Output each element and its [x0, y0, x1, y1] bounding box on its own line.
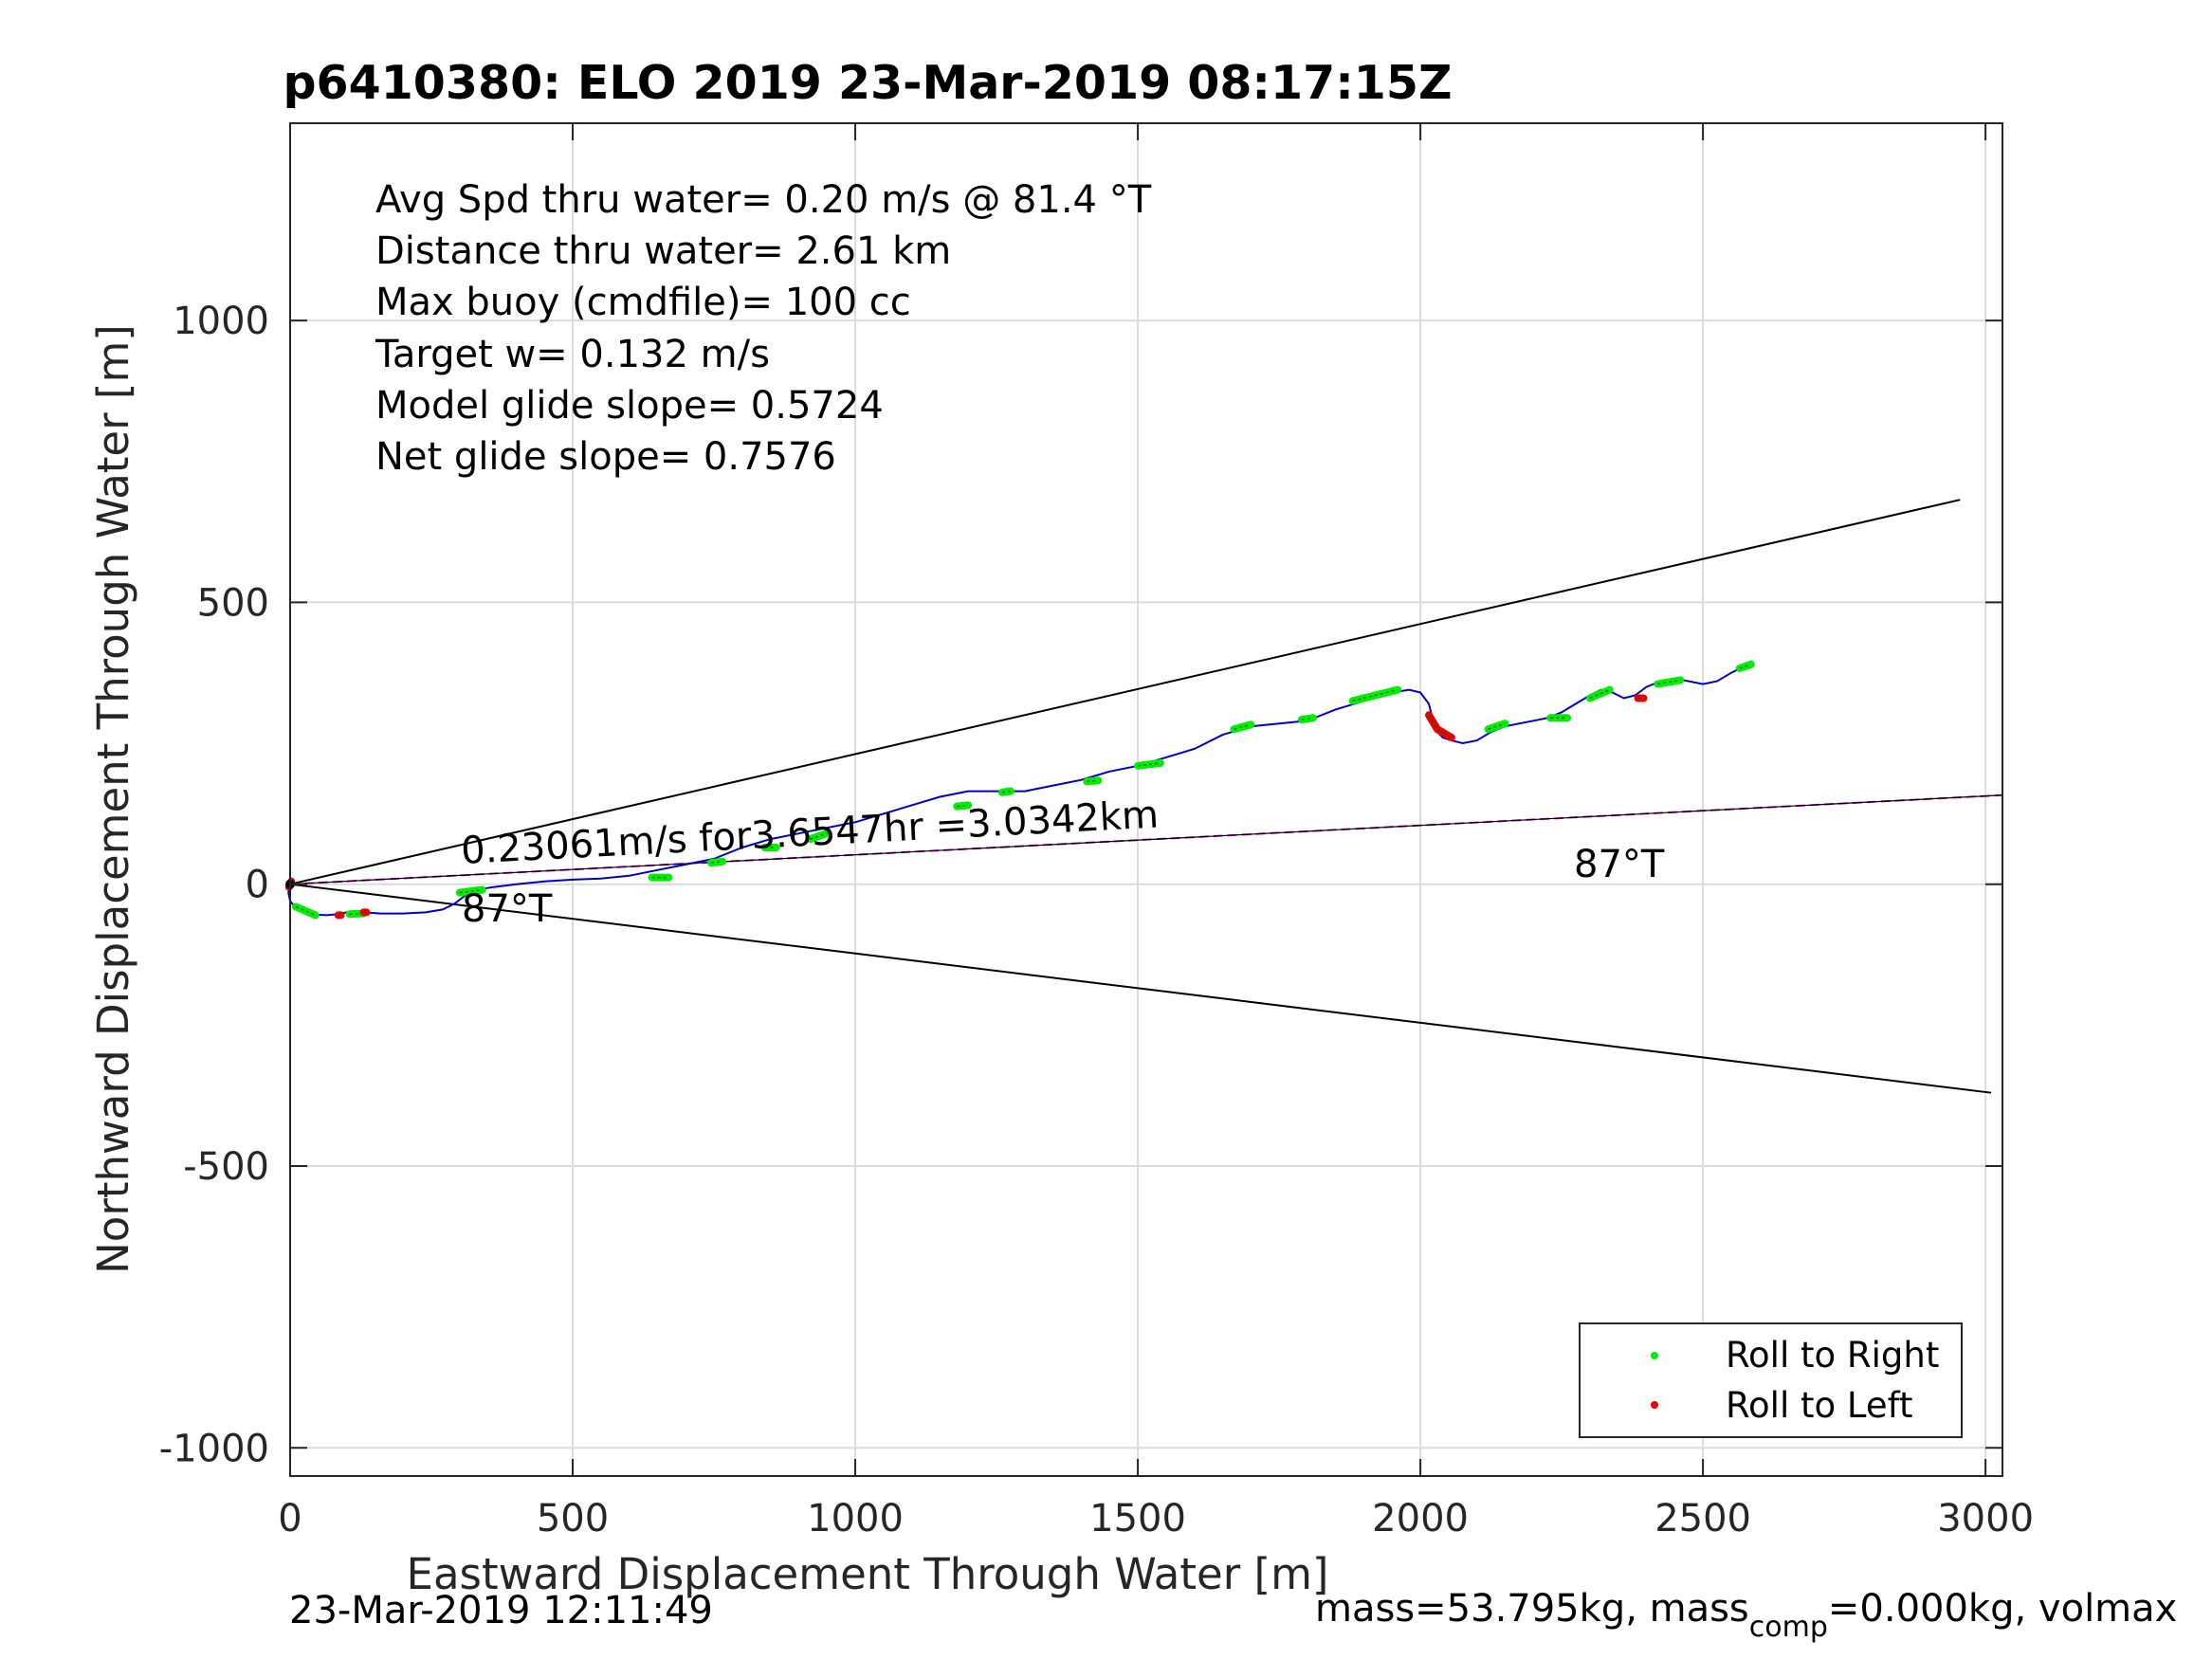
roll-right-marker-core: [710, 861, 723, 864]
x-tick-labels: 0 500 1000 1500 2000 2500 3000: [278, 1497, 2034, 1540]
info-max-buoy: Max buoy (cmdfile)= 100 cc: [375, 281, 911, 324]
roll-right-marker-core: [1301, 717, 1313, 720]
legend-marker-roll-right: [1651, 1352, 1658, 1359]
x-axis-label: Eastward Displacement Through Water [m]: [407, 1549, 1329, 1599]
roll-right-marker-core: [1657, 679, 1681, 685]
roll-right-marker: [1484, 720, 1509, 734]
y-tick-label: 500: [197, 581, 269, 625]
legend-marker-roll-left: [1651, 1401, 1658, 1409]
roll-markers: [284, 660, 1755, 920]
roll-right-marker-core: [1001, 790, 1012, 793]
y-axis-label: Northward Displacement Through Water [m]: [88, 324, 138, 1274]
y-tick-label: 0: [246, 864, 269, 907]
roll-right-marker-core: [1087, 779, 1099, 783]
x-tick-label: 1500: [1089, 1497, 1186, 1540]
legend: Roll to Right Roll to Left: [1579, 1322, 1963, 1438]
y-tick-label: -500: [183, 1145, 269, 1189]
cone-line-lower: [289, 883, 1992, 1094]
cone-line-upper: [289, 499, 1961, 885]
roll-left-marker: [1425, 711, 1455, 742]
footer-mass-text: mass=53.795kg, masscomp=0.000kg, volmax: [1315, 1587, 2177, 1644]
x-tick-label: 2500: [1654, 1497, 1751, 1540]
info-target-w: Target w= 0.132 m/s: [375, 333, 770, 376]
roll-right-marker-core: [1589, 688, 1611, 700]
roll-right-marker: [1230, 720, 1255, 734]
y-tick-label: -1000: [159, 1427, 269, 1470]
axes-background: [290, 123, 2002, 1476]
footer-timestamp: 23-Mar-2019 12:11:49: [289, 1589, 713, 1632]
legend-label-roll-left: Roll to Left: [1726, 1385, 1913, 1426]
heading-label-far: 87°T: [1574, 843, 1665, 886]
heading-label-near: 87°T: [462, 887, 553, 931]
roll-right-marker-core: [459, 888, 483, 894]
x-tick-label: 1000: [807, 1497, 904, 1540]
axis-ticks: [289, 123, 2002, 1476]
footer-mass-subscript: comp: [1749, 1611, 1828, 1644]
x-tick-label: 2000: [1372, 1497, 1469, 1540]
y-tick-label: 1000: [173, 300, 269, 343]
roll-right-marker: [806, 830, 832, 844]
legend-label-roll-right: Roll to Right: [1726, 1335, 1939, 1376]
x-tick-label: 3000: [1937, 1497, 2034, 1540]
plot-area: [284, 122, 2003, 1477]
chart-title: p6410380: ELO 2019 23-Mar-2019 08:17:15Z: [283, 56, 1452, 110]
roll-right-marker-core: [295, 905, 317, 917]
footer-mass-prefix: mass=53.795kg, mass: [1315, 1587, 1749, 1631]
track-line: [287, 663, 1752, 917]
y-tick-labels: 1000 500 0 -500 -1000: [159, 300, 269, 1470]
info-block: Avg Spd thru water= 0.20 m/s @ 81.4 °T D…: [375, 178, 1152, 479]
info-distance: Distance thru water= 2.61 km: [375, 229, 951, 273]
roll-right-marker-core: [1138, 762, 1161, 767]
track: [287, 663, 1752, 917]
roll-right-marker-core: [1739, 664, 1752, 669]
info-model-glide: Model glide slope= 0.5724: [375, 384, 884, 428]
heading-line-core: [289, 794, 2003, 885]
roll-right-marker-core: [1352, 688, 1398, 702]
x-tick-label: 500: [537, 1497, 609, 1540]
grid: [289, 123, 2002, 1476]
footer-mass-suffix: =0.000kg, volmax: [1828, 1587, 2177, 1631]
axes-box: [289, 122, 2003, 1477]
legend-box: [1579, 1322, 1963, 1438]
x-tick-label: 0: [278, 1497, 302, 1540]
info-net-glide: Net glide slope= 0.7576: [375, 435, 836, 479]
heading-cone: [289, 499, 2003, 1094]
roll-right-marker-core: [957, 804, 969, 808]
info-avg-speed: Avg Spd thru water= 0.20 m/s @ 81.4 °T: [375, 178, 1152, 222]
